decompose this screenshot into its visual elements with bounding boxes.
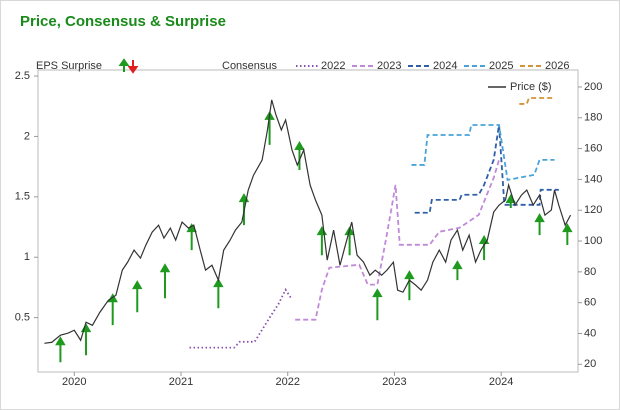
x-tick-label: 2020 [62, 376, 86, 388]
x-tick-label: 2024 [489, 376, 513, 388]
legend-label: 2026 [545, 60, 569, 72]
legend-up-arrow [118, 58, 130, 72]
y2-tick-label: 20 [584, 358, 596, 370]
legend-label: 2022 [321, 60, 345, 72]
legend-down-arrow [127, 60, 139, 74]
surprise-arrow [372, 288, 383, 321]
series-line [411, 124, 555, 181]
series-line [295, 159, 500, 321]
y-tick-label: 1.5 [15, 191, 30, 203]
y2-tick-label: 120 [584, 204, 602, 216]
y-tick-label: 0.5 [15, 312, 30, 324]
surprise-arrow [186, 223, 197, 251]
y-tick-label: 1 [24, 251, 30, 263]
surprise-arrow [159, 263, 171, 299]
x-tick-label: 2023 [382, 376, 406, 388]
y2-tick-label: 160 [584, 142, 602, 154]
surprise-arrow [452, 260, 463, 281]
legend-label: 2024 [433, 60, 457, 72]
y-tick-label: 2.5 [15, 70, 30, 82]
y2-tick-label: 80 [584, 266, 596, 278]
series-line [414, 124, 559, 214]
series-line [519, 97, 555, 105]
x-tick-label: 2022 [275, 376, 299, 388]
x-tick-label: 2021 [169, 376, 193, 388]
surprise-arrow [213, 278, 224, 309]
legend-label: 2025 [489, 60, 513, 72]
surprise-arrow [344, 226, 355, 256]
legend-label: 2023 [377, 60, 401, 72]
y2-tick-label: 200 [584, 81, 602, 93]
legend-label: Price ($) [510, 81, 552, 93]
legend-surprise: EPS Surprise [36, 60, 102, 72]
surprise-arrow [534, 213, 545, 236]
plot-area [37, 69, 579, 373]
surprise-arrow [55, 336, 66, 363]
chart-title: Price, Consensus & Surprise [20, 13, 226, 30]
y2-tick-label: 180 [584, 112, 602, 124]
y2-tick-label: 100 [584, 235, 602, 247]
y2-tick-label: 140 [584, 173, 602, 185]
y2-tick-label: 60 [584, 297, 596, 309]
surprise-arrow [132, 280, 143, 313]
surprise-arrow [562, 223, 573, 246]
legend-consensus: Consensus [222, 60, 278, 72]
series-line [44, 99, 572, 344]
y-tick-label: 2 [24, 130, 30, 142]
y2-tick-label: 40 [584, 327, 596, 339]
